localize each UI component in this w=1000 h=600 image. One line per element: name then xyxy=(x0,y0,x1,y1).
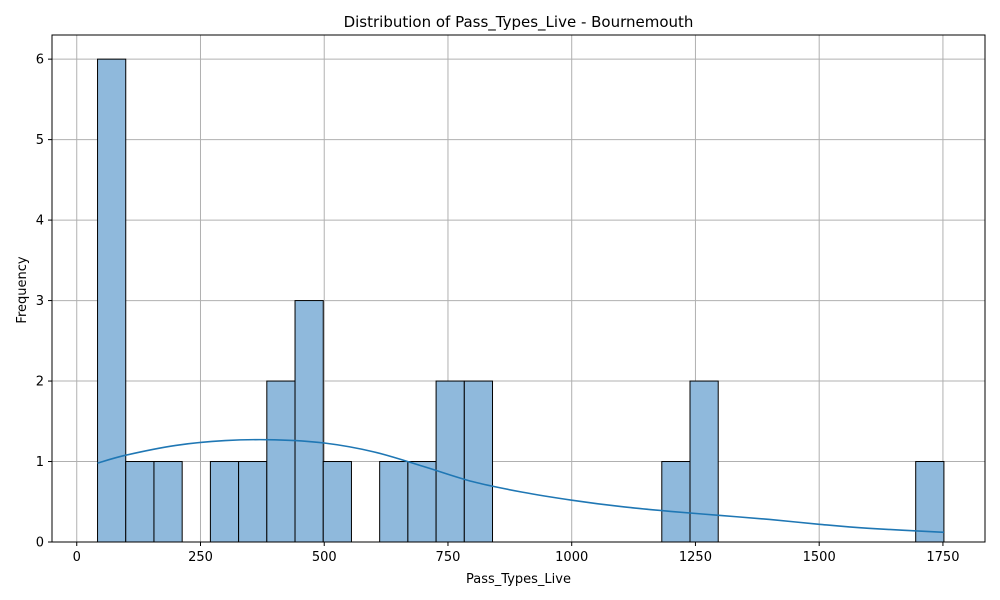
histogram-bar xyxy=(379,461,409,543)
x-tick-label: 1000 xyxy=(555,550,588,565)
kde-curve xyxy=(97,438,944,534)
y-axis-label: Frequency xyxy=(15,256,30,323)
histogram-bar xyxy=(463,380,494,543)
histogram-bar xyxy=(407,461,437,543)
x-tick-label: 0 xyxy=(73,550,81,565)
histogram-bar xyxy=(209,461,240,543)
y-tick-label: 0 xyxy=(36,536,44,551)
ticks: 0 250 500 750 1000 1250 1500 1750 0 1 2 3 4 5 6 xyxy=(36,53,960,565)
y-tick-label: 6 xyxy=(36,53,44,68)
histogram-bar xyxy=(238,461,268,543)
histogram-bar xyxy=(915,461,945,543)
y-tick-label: 3 xyxy=(36,294,44,309)
histogram-bar xyxy=(125,461,155,543)
histogram-bar xyxy=(435,380,465,543)
y-tick-label: 5 xyxy=(36,133,44,148)
y-tick-label: 1 xyxy=(36,455,44,470)
x-axis-label: Pass_Types_Live xyxy=(466,572,571,587)
y-tick-label: 2 xyxy=(36,375,44,390)
x-tick-label: 250 xyxy=(188,550,213,565)
kde-line xyxy=(97,438,944,534)
histogram-bar xyxy=(153,461,183,543)
histogram-bar xyxy=(322,461,352,543)
y-tick-label: 4 xyxy=(36,214,44,229)
histogram-bar xyxy=(266,380,296,543)
chart-title: Distribution of Pass_Types_Live - Bourne… xyxy=(344,13,694,32)
x-tick-label: 1500 xyxy=(803,550,836,565)
x-tick-label: 500 xyxy=(312,550,337,565)
histogram-bar xyxy=(294,300,324,543)
x-tick-label: 750 xyxy=(436,550,461,565)
axes-frame xyxy=(51,34,986,543)
histogram-bar xyxy=(689,380,719,543)
histogram-bar xyxy=(661,461,691,543)
x-tick-label: 1250 xyxy=(679,550,712,565)
histogram-bar xyxy=(97,58,127,543)
x-tick-label: 1750 xyxy=(926,550,959,565)
bars xyxy=(97,58,945,543)
